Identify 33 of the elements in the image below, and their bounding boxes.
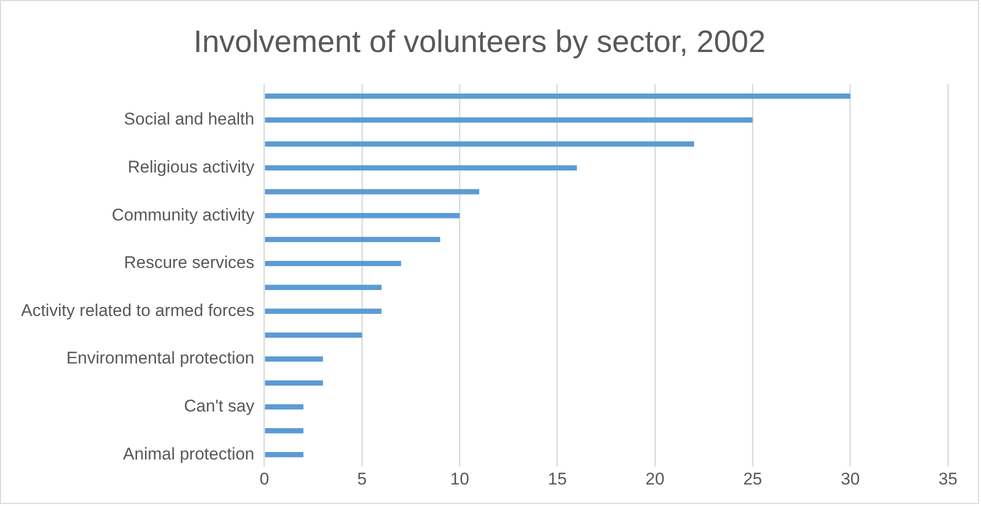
y-tick-label: Animal protection [123, 444, 254, 464]
bar [265, 332, 362, 338]
x-tick-label: 0 [260, 469, 270, 488]
bar [265, 284, 382, 290]
y-tick-label: Community activity [112, 205, 255, 224]
bar [265, 117, 753, 123]
y-tick-label: Social and health [124, 110, 254, 129]
y-tick-label: Rescure services [124, 253, 254, 272]
bar [265, 356, 323, 362]
x-tick-label: 20 [646, 469, 664, 488]
bar [265, 404, 304, 410]
bar [265, 308, 382, 314]
x-tick-label: 35 [938, 469, 958, 488]
bar [265, 452, 304, 458]
y-tick-label: Activity related to armed forces [20, 300, 254, 320]
bar [265, 189, 480, 194]
y-tick-label: Can't say [184, 396, 255, 416]
bar [265, 236, 440, 242]
y-tick-label: Religious activity [128, 158, 255, 177]
bar [265, 141, 694, 147]
x-tick-label: 10 [450, 469, 470, 488]
y-tick-label: Environmental protection [66, 348, 254, 368]
bar [265, 428, 304, 434]
x-tick-label: 25 [743, 469, 762, 488]
x-tick-label: 30 [840, 469, 860, 488]
x-tick-label: 15 [548, 469, 567, 488]
bar [265, 94, 850, 99]
bar [265, 260, 402, 266]
bar [265, 165, 577, 170]
x-tick-label: 5 [357, 469, 367, 488]
bar [265, 213, 460, 218]
chart-title: Involvement of volunteers by sector, 2002 [193, 24, 766, 60]
bar [265, 380, 323, 386]
